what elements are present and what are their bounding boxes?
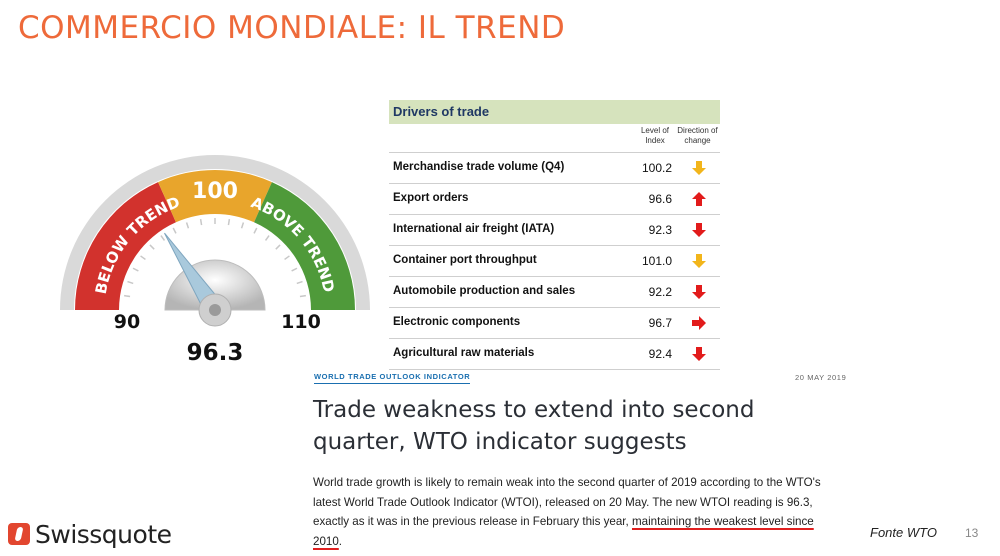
gauge-min-label: 90 xyxy=(114,311,140,333)
brand-name: Swissquote xyxy=(35,519,172,549)
arrow-down-icon xyxy=(691,222,707,238)
driver-index-value: 96.7 xyxy=(648,316,672,330)
drivers-row: Export orders 96.6 xyxy=(389,184,720,215)
gauge-minor-tick xyxy=(124,294,131,298)
driver-label: Container port throughput xyxy=(393,254,537,266)
gauge-minor-tick xyxy=(253,227,258,234)
gauge-band-above xyxy=(254,182,355,310)
article-body-text: World trade growth is likely to remain w… xyxy=(313,476,821,528)
driver-label: Electronic components xyxy=(393,316,521,328)
gauge-max-label: 110 xyxy=(281,311,321,333)
article-date: 20 MAY 2019 xyxy=(795,373,847,382)
driver-index-value: 96.6 xyxy=(648,192,672,206)
gauge-band-mid xyxy=(158,170,272,223)
gauge-value-label: 96.3 xyxy=(187,340,244,366)
driver-index-value: 92.3 xyxy=(648,223,672,237)
page-number: 13 xyxy=(965,526,979,540)
gauge-minor-tick xyxy=(172,227,177,234)
gauge-minor-tick xyxy=(291,267,298,272)
drivers-row: Merchandise trade volume (Q4) 100.2 xyxy=(389,153,720,184)
drivers-row: Agricultural raw materials 92.4 xyxy=(389,339,720,370)
driver-index-value: 100.2 xyxy=(641,161,672,175)
drivers-row: Container port throughput 101.0 xyxy=(389,246,720,277)
gauge-minor-tick xyxy=(284,255,290,261)
driver-index-value: 92.4 xyxy=(648,347,672,361)
drivers-of-trade-table: Drivers of trade Level of Index Directio… xyxy=(389,100,720,370)
gauge-minor-tick xyxy=(127,280,134,285)
article-category-tag[interactable]: WORLD TRADE OUTLOOK INDICATOR xyxy=(314,372,471,384)
arrow-down-icon xyxy=(691,253,707,269)
gauge-minor-tick xyxy=(240,222,245,229)
gauge-minor-tick xyxy=(185,222,190,229)
gauge-minor-tick xyxy=(227,219,231,226)
gauge-minor-tick xyxy=(149,244,155,250)
gauge-minor-tick xyxy=(299,294,306,298)
driver-index-value: 101.0 xyxy=(641,254,672,268)
gauge-minor-tick xyxy=(132,267,139,272)
gauge-minor-tick xyxy=(140,255,146,261)
drivers-row: International air freight (IATA) 92.3 xyxy=(389,215,720,246)
drivers-table-body: Merchandise trade volume (Q4) 100.2 Export… xyxy=(389,152,720,370)
gauge-minor-tick xyxy=(160,235,166,241)
arrow-up-icon xyxy=(691,191,707,207)
gauge-svg: BELOW TREND 100 ABOVE TREND 90 110 96.3 xyxy=(60,155,370,366)
source-note: Fonte WTO xyxy=(870,525,937,540)
drivers-table-title: Drivers of trade xyxy=(389,100,720,124)
drivers-table-header: Level of Index Direction of change xyxy=(389,124,720,152)
col-direction-header: Direction of change xyxy=(677,126,718,145)
drivers-row: Electronic components 96.7 xyxy=(389,308,720,339)
driver-label: Export orders xyxy=(393,192,469,204)
article-headline: Trade weakness to extend into second qua… xyxy=(313,397,755,455)
gauge-minor-tick xyxy=(296,280,303,285)
gauge-label-mid: 100 xyxy=(192,179,238,204)
gauge-band-below xyxy=(75,182,176,310)
driver-index-value: 92.2 xyxy=(648,285,672,299)
article-body-highlight: maintaining the weakest level since 2010 xyxy=(313,515,814,548)
arrow-down-icon xyxy=(691,284,707,300)
gauge-ticks xyxy=(121,216,309,311)
arrow-down-icon xyxy=(691,160,707,176)
gauge-minor-tick xyxy=(199,219,203,226)
col-level-header: Level of Index xyxy=(640,126,670,145)
gauge-minor-tick xyxy=(275,244,281,250)
gauge-pivot-center xyxy=(209,304,221,316)
article-body: World trade growth is likely to remain w… xyxy=(313,473,843,551)
driver-label: International air freight (IATA) xyxy=(393,223,555,235)
driver-label: Agricultural raw materials xyxy=(393,347,535,359)
wtoi-gauge: BELOW TREND 100 ABOVE TREND 90 110 96.3 xyxy=(50,150,380,370)
gauge-minor-tick xyxy=(264,235,270,241)
arrow-down-icon xyxy=(691,346,707,362)
arrow-right-icon xyxy=(691,315,707,331)
driver-label: Merchandise trade volume (Q4) xyxy=(393,161,565,173)
swissquote-logo: Swissquote xyxy=(8,518,172,550)
driver-label: Automobile production and sales xyxy=(393,285,576,297)
drivers-row: Automobile production and sales 92.2 xyxy=(389,277,720,308)
article-body-end: . xyxy=(338,534,343,548)
swissquote-logo-icon xyxy=(8,523,30,545)
slide-title: COMMERCIO MONDIALE: IL TREND xyxy=(18,10,566,46)
